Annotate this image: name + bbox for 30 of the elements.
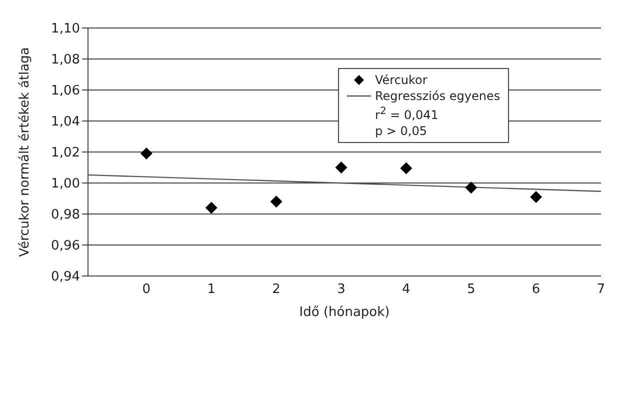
x-tick-label: 0 — [142, 282, 151, 298]
x-tick-label: 2 — [272, 282, 280, 298]
x-tick-label: 7 — [596, 282, 606, 298]
y-tick-label: 1,10 — [51, 22, 80, 37]
y-tick-label: 0,96 — [51, 238, 80, 254]
x-tick-label: 3 — [337, 282, 346, 298]
y-tick-label: 0,98 — [51, 208, 80, 223]
point — [205, 202, 218, 214]
y-axis-title: Vércukor normált értékek átlaga — [18, 47, 33, 257]
legend-label: Vércukor — [375, 72, 428, 88]
legend-label: Regressziós egyenes — [375, 88, 500, 104]
x-tick-label: 1 — [207, 282, 216, 298]
y-tick-label: 1,04 — [51, 114, 80, 130]
y-tick-label: 1,02 — [51, 146, 80, 161]
x-tick-label: 6 — [532, 282, 540, 298]
y-tick-label: 1,06 — [51, 84, 80, 99]
y-tick-label: 1,08 — [51, 52, 80, 68]
x-axis-title: Idő (hónapok) — [299, 305, 390, 320]
y-tick-label: 0,94 — [51, 270, 80, 285]
point — [530, 190, 542, 203]
x-tick-label: 4 — [402, 282, 410, 298]
x-tick-label: 5 — [466, 282, 476, 298]
annotation: p > 0,05 — [374, 123, 428, 139]
point — [270, 196, 282, 208]
y-tick-label: 1,00 — [51, 176, 80, 192]
point — [335, 162, 348, 174]
annotation: r$^{2}$ = 0,041 — [374, 105, 440, 123]
point — [400, 162, 412, 174]
point — [465, 182, 478, 194]
point — [140, 148, 152, 160]
